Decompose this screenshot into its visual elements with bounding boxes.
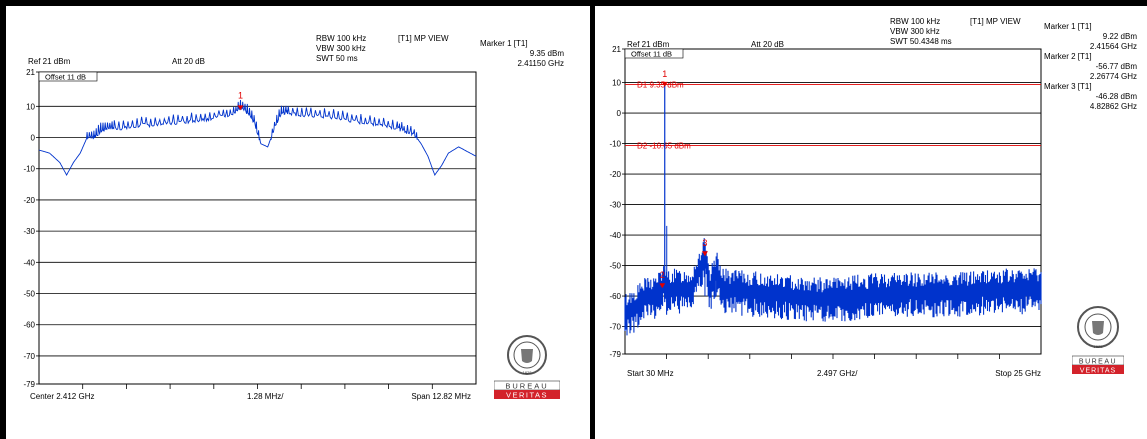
- y-tick-label: -10: [23, 165, 35, 174]
- y-tick-label: -70: [23, 352, 35, 361]
- marker-3-freq: 4.82862 GHz: [1089, 102, 1137, 111]
- svg-text:1828: 1828: [523, 370, 533, 375]
- y-tick-label: -70: [609, 323, 621, 332]
- marker-1-symbol: [661, 81, 668, 87]
- span-label: Span 12.82 MHz: [411, 392, 471, 401]
- y-tick-label: 10: [612, 79, 621, 88]
- view-mode-label: [T1] MP VIEW: [970, 17, 1021, 26]
- marker-2-symbol: [659, 283, 666, 289]
- marker-1-freq: 2.41564 GHz: [1089, 42, 1137, 51]
- left-chart: 21 10 0 -10 -20 -30 -40 -50 -60 -70 -79 Offset 11 d…: [23, 68, 477, 389]
- offset-label: Offset 11 dB: [45, 73, 86, 82]
- attenuation-label: Att 20 dB: [751, 40, 784, 49]
- y-tick-label: 10: [26, 102, 35, 111]
- marker-1-name: Marker 1 [T1]: [480, 39, 528, 48]
- rbw-label: RBW 100 kHz: [890, 17, 941, 26]
- start-freq-label: Start 30 MHz: [627, 369, 674, 378]
- marker-1-level: 9.35 dBm: [529, 49, 564, 58]
- center-freq-label: Center 2.412 GHz: [30, 392, 95, 401]
- rbw-label: RBW 100 kHz: [316, 34, 367, 43]
- ref-level-label: Ref 21 dBm: [627, 40, 670, 49]
- freq-per-div-label: 1.28 MHz/: [247, 392, 284, 401]
- y-tick-label: -30: [609, 201, 621, 210]
- noise-floor-trace: [624, 238, 1042, 336]
- marker-2-tag: 2: [660, 270, 665, 280]
- y-tick-label: -50: [23, 290, 35, 299]
- y-tick-label: -20: [609, 170, 621, 179]
- marker-3-tag: 3: [702, 238, 707, 248]
- y-tick-label: -40: [23, 258, 35, 267]
- freq-per-div-label: 2.497 GHz/: [817, 369, 858, 378]
- ref-level-label: Ref 21 dBm: [28, 57, 71, 66]
- offset-box: [38, 71, 98, 82]
- view-mode-label: [T1] MP VIEW: [398, 34, 449, 43]
- marker-1-tag: 1: [238, 90, 243, 100]
- svg-text:BUREAU: BUREAU: [505, 382, 548, 391]
- spectrum-trace: [38, 99, 477, 177]
- svg-text:VERITAS: VERITAS: [1080, 368, 1116, 375]
- y-tick-label: 21: [26, 68, 35, 77]
- y-tick-label: 0: [31, 134, 36, 143]
- y-tick-label: -60: [23, 321, 35, 330]
- bureau-veritas-logo: BUREAU VERITAS 1828: [1072, 306, 1124, 375]
- attenuation-label: Att 20 dB: [172, 57, 205, 66]
- vbw-label: VBW 300 kHz: [316, 44, 366, 53]
- swt-label: SWT 50 ms: [316, 54, 358, 63]
- svg-text:1828: 1828: [1094, 344, 1104, 349]
- y-tick-label: -79: [609, 350, 621, 359]
- swt-label: SWT 50.4348 ms: [890, 37, 952, 46]
- marker-2-level: -56.77 dBm: [1095, 62, 1137, 71]
- marker-3-symbol: [701, 251, 708, 257]
- right-spectrum-panel: RBW 100 kHz VBW 300 kHz SWT 50.4348 ms […: [595, 6, 1147, 439]
- marker-3-name: Marker 3 [T1]: [1044, 82, 1092, 91]
- marker-1-level: 9.22 dBm: [1102, 32, 1137, 41]
- display-line-label: D1 9.35 dBm: [637, 81, 684, 90]
- y-tick-label: -30: [23, 227, 35, 236]
- bureau-veritas-logo: BUREAU VERITAS 1828: [494, 335, 560, 400]
- marker-1-freq: 2.41150 GHz: [517, 59, 564, 68]
- offset-label: Offset 11 dB: [631, 50, 672, 59]
- y-tick-label: -10: [609, 140, 621, 149]
- y-tick-label: -40: [609, 231, 621, 240]
- marker-1-name: Marker 1 [T1]: [1044, 22, 1092, 31]
- marker-3-level: -46.28 dBm: [1095, 92, 1137, 101]
- vbw-label: VBW 300 kHz: [890, 27, 940, 36]
- svg-text:BUREAU: BUREAU: [1079, 359, 1117, 366]
- plot-frame: [38, 71, 477, 385]
- y-tick-label: 21: [612, 45, 621, 54]
- display-line-label: D2 -10.65 dBm: [637, 142, 691, 151]
- y-tick-label: -50: [609, 262, 621, 271]
- marker-2-name: Marker 2 [T1]: [1044, 52, 1092, 61]
- left-spectrum-panel: RBW 100 kHz VBW 300 kHz SWT 50 ms [T1] M…: [6, 6, 590, 439]
- stop-freq-label: Stop 25 GHz: [995, 369, 1041, 378]
- offset-box: [624, 48, 684, 59]
- svg-text:VERITAS: VERITAS: [506, 391, 548, 400]
- y-tick-label: 0: [617, 109, 622, 118]
- marker-2-freq: 2.26774 GHz: [1089, 72, 1137, 81]
- y-tick-label: -60: [609, 292, 621, 301]
- marker-1-tag: 1: [662, 69, 667, 79]
- y-tick-label: -20: [23, 196, 35, 205]
- y-tick-label: -79: [23, 380, 35, 389]
- marker-1-symbol: [237, 105, 244, 111]
